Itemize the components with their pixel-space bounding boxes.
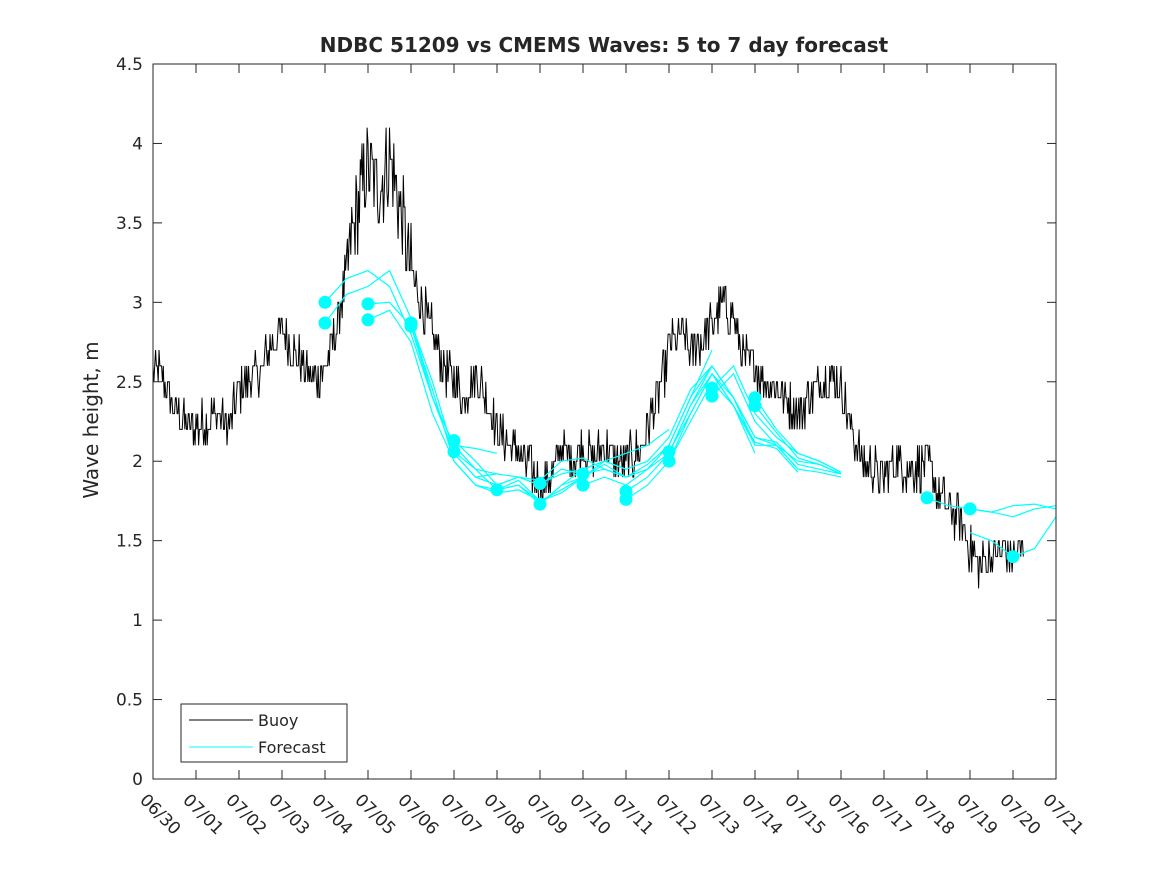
forecast-run-line [539, 365, 713, 485]
forecast-init-point [576, 467, 590, 481]
forecast-init-point [318, 295, 332, 309]
x-tick-label: 07/15 [780, 790, 829, 839]
legend: Buoy Forecast [180, 703, 348, 763]
forecast-init-point [1006, 550, 1020, 564]
forecast-init-point [619, 492, 633, 506]
x-tick-label: 07/19 [952, 790, 1001, 839]
forecast-init-point [662, 445, 676, 459]
forecast-init-point [748, 399, 762, 413]
forecast-init-point [361, 313, 375, 327]
x-tick-label: 07/17 [866, 790, 915, 839]
x-tick-label: 07/21 [1038, 790, 1087, 839]
buoy-series-line [152, 127, 1024, 589]
x-tick-label: 07/08 [479, 790, 528, 839]
legend-label-buoy: Buoy [258, 711, 298, 730]
y-axis-label: Wave height, m [79, 341, 103, 498]
axes-frame [152, 63, 1057, 780]
x-tick-label: 07/09 [522, 790, 571, 839]
y-tick-label: 0.5 [116, 691, 143, 711]
x-tick-label: 07/01 [178, 790, 227, 839]
x-tick-label: 06/30 [135, 790, 184, 839]
forecast-init-point [920, 491, 934, 505]
forecast-init-point [361, 297, 375, 311]
chart-title: NDBC 51209 vs CMEMS Waves: 5 to 7 day fo… [320, 33, 889, 57]
y-tick-label: 0 [132, 770, 143, 790]
plot-area [152, 127, 1057, 589]
y-tick-label: 4 [132, 134, 143, 154]
x-tick-label: 07/10 [565, 790, 614, 839]
y-tick-label: 4.5 [116, 55, 143, 75]
x-tick-label: 07/04 [307, 790, 356, 839]
forecast-init-point [705, 389, 719, 403]
forecast-run-line [367, 309, 541, 502]
forecast-run-line [324, 269, 498, 454]
y-tick-label: 2.5 [116, 373, 143, 393]
forecast-init-point [490, 483, 504, 497]
x-tick-label: 07/14 [737, 790, 786, 839]
legend-box [180, 703, 348, 763]
forecast-init-point [533, 497, 547, 511]
x-tick-label: 07/07 [436, 790, 485, 839]
forecast-run-line [754, 405, 842, 475]
x-tick-label: 07/20 [995, 790, 1044, 839]
forecast-init-point [447, 434, 461, 448]
forecast-run-line [754, 397, 842, 473]
x-tick-label: 07/16 [823, 790, 872, 839]
forecast-run-line [668, 372, 842, 475]
forecast-run-line [969, 503, 1057, 513]
legend-label-forecast: Forecast [258, 738, 326, 757]
forecast-init-point [963, 502, 977, 516]
forecast-init-point [447, 445, 461, 459]
forecast-init-point [662, 454, 676, 468]
x-tick-label: 07/13 [694, 790, 743, 839]
forecast-run-line [668, 380, 842, 478]
y-tick-label: 2 [132, 452, 143, 472]
forecast-init-point [318, 316, 332, 330]
forecast-run-line [926, 497, 1057, 518]
forecast-init-point [576, 478, 590, 492]
x-tick-label: 07/05 [350, 790, 399, 839]
y-tick-label: 3.5 [116, 214, 143, 234]
x-tick-label: 07/11 [608, 790, 657, 839]
y-tick-label: 1.5 [116, 532, 143, 552]
forecast-init-point [533, 477, 547, 490]
y-tick-label: 3 [132, 293, 143, 313]
x-tick-label: 07/06 [393, 790, 442, 839]
forecast-run-line [539, 349, 713, 505]
x-tick-label: 07/18 [909, 790, 958, 839]
x-tick-label: 07/03 [264, 790, 313, 839]
forecast-run-line [625, 364, 799, 492]
y-tick-label: 1 [132, 611, 143, 631]
x-tick-label: 07/02 [221, 790, 270, 839]
x-tick-label: 07/12 [651, 790, 700, 839]
forecast-init-point [404, 319, 418, 333]
